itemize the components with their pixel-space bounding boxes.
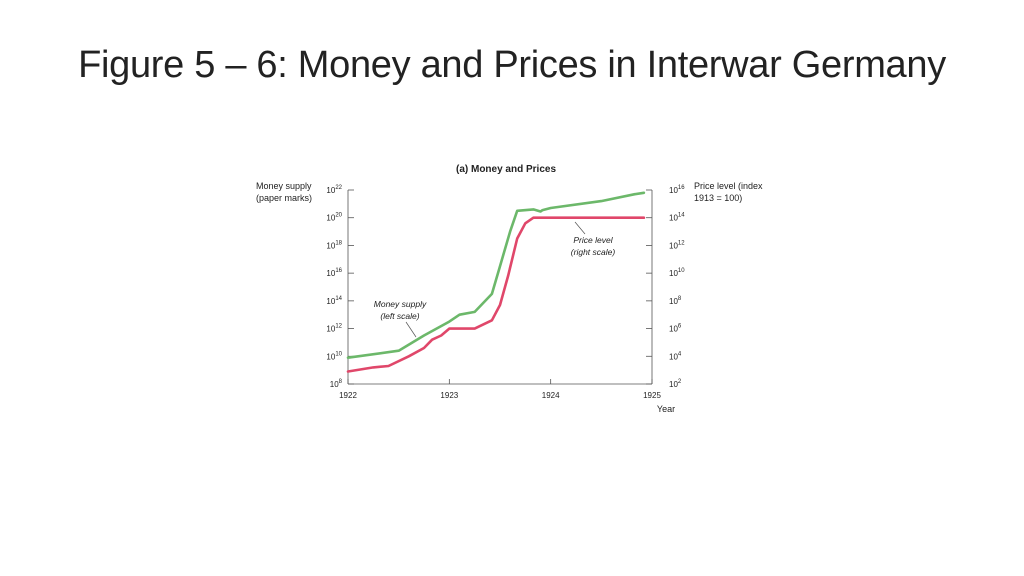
x-axis-tick-label: 1924 bbox=[542, 391, 560, 400]
axes-layer: 108 1010 1012 1014 1016 1018 1020 1022 102 104 106… bbox=[326, 185, 685, 400]
left-axis-tick-label: 1012 bbox=[326, 324, 342, 334]
price-level-annotation: Price level bbox=[573, 235, 613, 245]
money-supply-annotation: Money supply bbox=[374, 299, 427, 309]
left-axis-label-line2: (paper marks) bbox=[256, 193, 312, 203]
x-axis-tick-label: 1923 bbox=[440, 391, 458, 400]
annotations-layer: Money supply (left scale) Price level (righ… bbox=[374, 221, 616, 338]
right-axis-tick-label: 1014 bbox=[669, 213, 685, 223]
right-axis-tick-label: 1012 bbox=[669, 240, 685, 250]
left-axis-tick-label: 1022 bbox=[326, 185, 342, 195]
right-axis-tick-label: 104 bbox=[669, 351, 682, 361]
right-axis-tick-label: 108 bbox=[669, 296, 682, 306]
left-axis-tick-label: 1016 bbox=[326, 268, 342, 278]
series-layer bbox=[346, 191, 646, 373]
right-axis-label-line1: Price level (index bbox=[694, 181, 763, 191]
left-axis-tick-label: 108 bbox=[330, 379, 343, 389]
money-supply-line bbox=[346, 191, 646, 360]
left-axis-label-line1: Money supply bbox=[256, 181, 312, 191]
x-axis-label: Year bbox=[657, 404, 675, 414]
left-axis-tick-label: 1018 bbox=[326, 240, 342, 250]
left-axis-tick-label: 1010 bbox=[326, 351, 342, 361]
slide-title: Figure 5 – 6: Money and Prices in Interw… bbox=[78, 44, 946, 86]
price-level-line bbox=[346, 216, 646, 373]
right-axis-tick-label: 1016 bbox=[669, 185, 685, 195]
price-level-annotation-scale: (right scale) bbox=[571, 247, 616, 257]
right-axis-label-line2: 1913 = 100) bbox=[694, 193, 742, 203]
right-axis-tick-label: 106 bbox=[669, 324, 682, 334]
x-axis-tick-label: 1922 bbox=[339, 391, 357, 400]
price-level-leader bbox=[574, 221, 586, 235]
right-axis-tick-label: 102 bbox=[669, 379, 682, 389]
chart-title: (a) Money and Prices bbox=[456, 164, 556, 175]
left-axis-tick-label: 1014 bbox=[326, 296, 342, 306]
right-axis-tick-label: 1010 bbox=[669, 268, 685, 278]
x-axis-tick-label: 1925 bbox=[643, 391, 661, 400]
money-supply-annotation-scale: (left scale) bbox=[380, 311, 419, 321]
money-supply-leader bbox=[405, 321, 417, 338]
left-axis-tick-label: 1020 bbox=[326, 213, 342, 223]
